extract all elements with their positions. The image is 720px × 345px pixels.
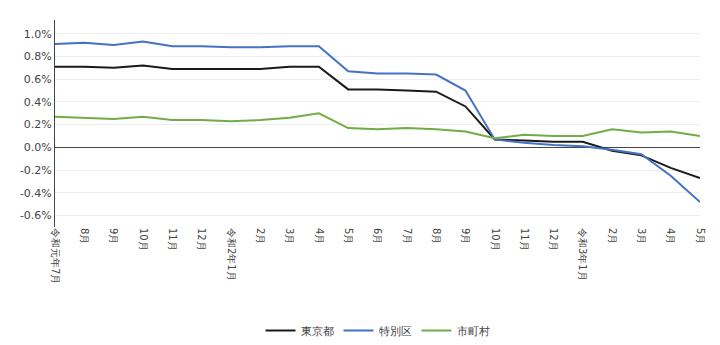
svg-text:2月: 2月 [607,228,618,244]
svg-text:9月: 9月 [460,228,471,244]
svg-text:9月: 9月 [108,228,119,244]
svg-text:令和3年1月: 令和3年1月 [577,228,588,281]
svg-text:令和元年7月: 令和元年7月 [50,228,61,284]
svg-text:0.2%: 0.2% [24,118,52,131]
svg-text:-0.4%: -0.4% [20,187,52,200]
svg-text:1.0%: 1.0% [24,28,52,41]
svg-text:2月: 2月 [255,228,266,244]
svg-text:11月: 11月 [167,228,178,251]
svg-text:10月: 10月 [490,228,501,251]
svg-text:3月: 3月 [636,228,647,244]
svg-text:市町村: 市町村 [457,325,490,338]
svg-text:8月: 8月 [79,228,90,244]
svg-text:東京都: 東京都 [301,325,334,338]
svg-text:7月: 7月 [402,228,413,244]
svg-text:5月: 5月 [343,228,354,244]
svg-text:5月: 5月 [695,228,706,244]
svg-text:12月: 12月 [548,228,559,251]
svg-text:10月: 10月 [138,228,149,251]
svg-text:0.0%: 0.0% [24,141,52,154]
svg-text:0.8%: 0.8% [24,50,52,63]
svg-text:11月: 11月 [519,228,530,251]
svg-text:令和2年1月: 令和2年1月 [226,228,237,281]
svg-text:0.6%: 0.6% [24,73,52,86]
svg-text:0.4%: 0.4% [24,96,52,109]
svg-text:4月: 4月 [314,228,325,244]
svg-text:8月: 8月 [431,228,442,244]
svg-text:3月: 3月 [284,228,295,244]
svg-text:12月: 12月 [196,228,207,251]
svg-text:4月: 4月 [665,228,676,244]
svg-text:6月: 6月 [372,228,383,244]
svg-text:-0.2%: -0.2% [20,164,52,177]
svg-text:特別区: 特別区 [379,325,412,338]
svg-text:-0.6%: -0.6% [20,209,52,222]
